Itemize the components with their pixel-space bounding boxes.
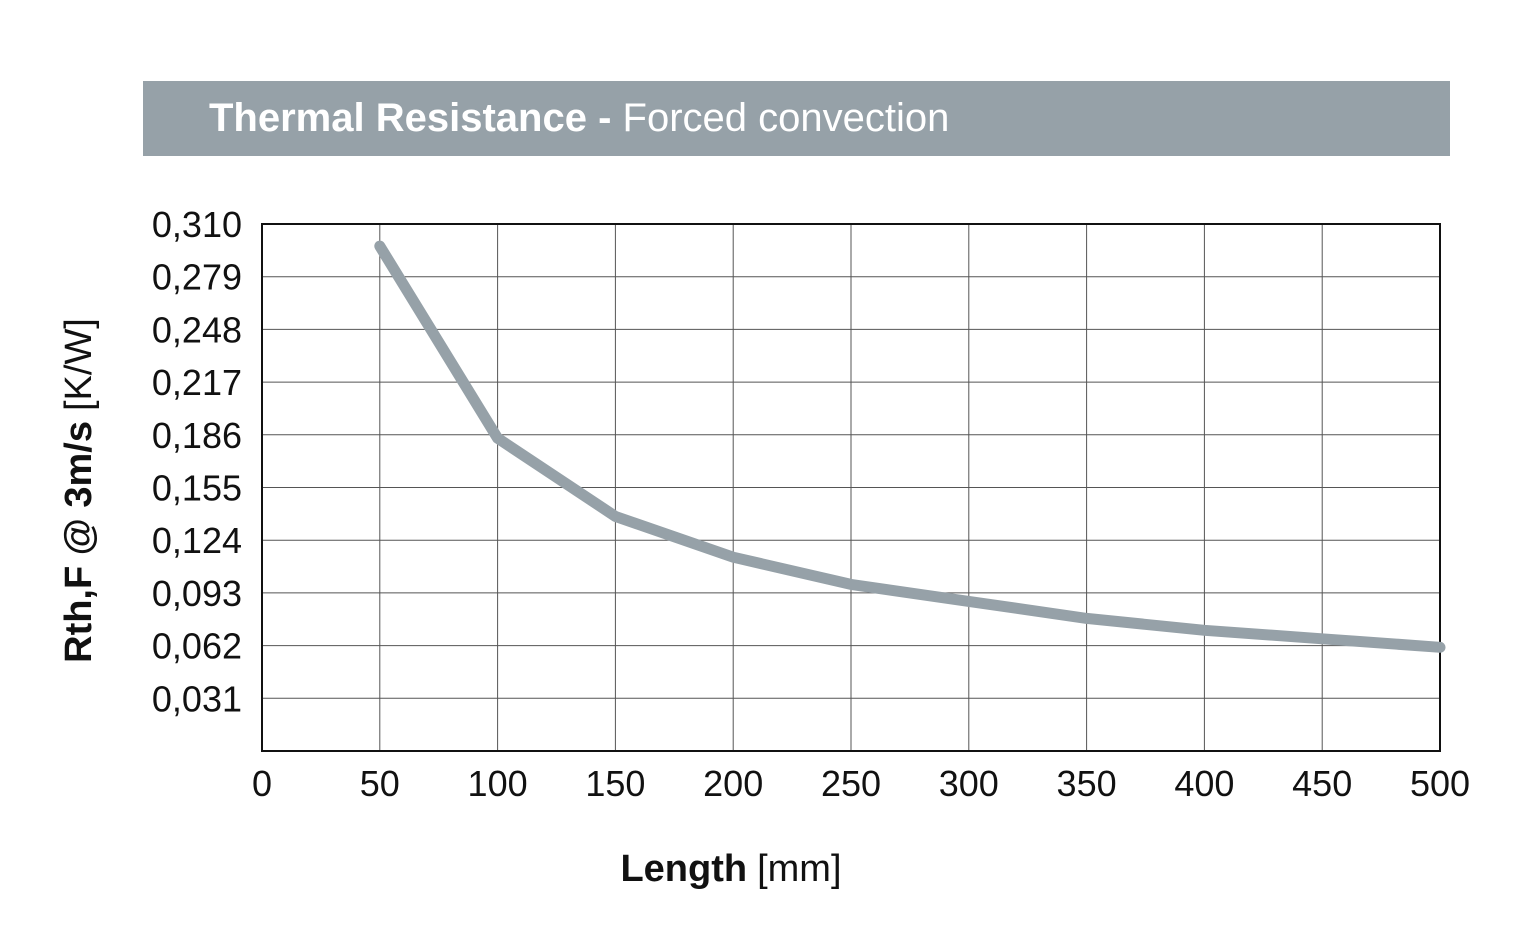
y-tick-label: 0,217 <box>152 362 242 403</box>
y-tick-label: 0,155 <box>152 468 242 509</box>
x-tick-label: 200 <box>703 763 763 804</box>
title-banner: Thermal Resistance - Forced convection <box>143 81 1450 156</box>
y-axis-title-unit: [K/W] <box>58 318 100 411</box>
y-tick-label: 0,186 <box>152 415 242 456</box>
x-tick-label: 500 <box>1410 763 1470 804</box>
series-line <box>374 240 1446 653</box>
y-tick-label: 0,279 <box>152 257 242 298</box>
x-axis-title: Length [mm] <box>620 848 841 890</box>
y-tick-label: 0,093 <box>152 573 242 614</box>
chart-title-regular: Forced convection <box>622 96 950 140</box>
y-tick-label: 0,062 <box>152 626 242 667</box>
grid-lines <box>261 223 1441 751</box>
x-tick-label: 50 <box>360 763 400 804</box>
x-tick-label: 400 <box>1174 763 1234 804</box>
y-tick-labels: 0,310 0,279 0,248 0,217 0,186 0,155 0,124 0,093… <box>152 204 242 719</box>
y-axis-title: Rth,F @ 3m/s [K/W] <box>58 318 100 663</box>
y-tick-label: 0,310 <box>152 204 242 245</box>
x-tick-label: 0 <box>252 763 272 804</box>
x-axis-title-unit: [mm] <box>757 848 841 890</box>
x-tick-label: 300 <box>939 763 999 804</box>
y-axis-title-bold: Rth,F @ 3m/s <box>58 421 100 663</box>
x-axis-title-bold: Length <box>620 848 747 890</box>
chart-title: Thermal Resistance - Forced convection <box>209 81 949 156</box>
plot-frame <box>261 223 1441 752</box>
x-tick-label: 150 <box>585 763 645 804</box>
y-tick-label: 0,031 <box>152 678 242 719</box>
x-tick-label: 450 <box>1292 763 1352 804</box>
y-tick-label: 0,124 <box>152 520 242 561</box>
series-group <box>374 240 1446 653</box>
chart-title-bold: Thermal Resistance - <box>209 96 612 140</box>
x-tick-label: 250 <box>821 763 881 804</box>
x-tick-labels: 0 50 100 150 200 250 300 350 400 450 500 <box>252 763 1470 804</box>
y-tick-label: 0,248 <box>152 309 242 350</box>
x-tick-label: 100 <box>468 763 528 804</box>
x-tick-label: 350 <box>1057 763 1117 804</box>
